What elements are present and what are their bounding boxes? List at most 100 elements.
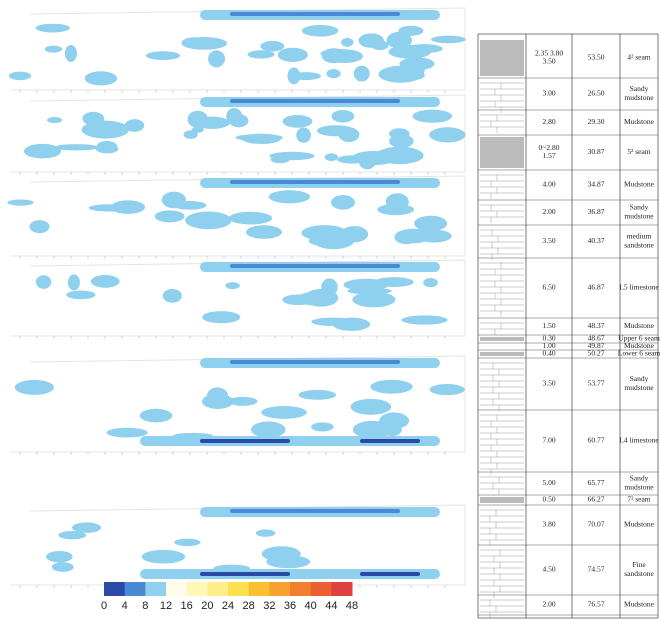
colorbar-segment <box>186 582 208 596</box>
lithology: 7² seam <box>627 495 650 504</box>
lithology: Fine <box>632 560 646 569</box>
contour-blob <box>28 388 48 395</box>
colorbar-segment <box>248 582 270 596</box>
thickness: 0~2.80 <box>539 143 560 152</box>
contour-blob <box>371 40 389 51</box>
contour-blob <box>311 422 334 432</box>
colorbar-label: 12 <box>160 600 172 612</box>
contour-slice <box>10 504 466 588</box>
thickness: 6.50 <box>542 283 555 292</box>
coal-fill <box>480 352 524 356</box>
contour-blob <box>228 211 273 225</box>
contour-blob <box>106 427 148 438</box>
lithology: mudstone <box>624 483 654 492</box>
contour-blob <box>401 315 448 325</box>
colorbar-segment <box>269 582 291 596</box>
contour-blob <box>350 398 392 415</box>
contour-blob <box>429 383 465 396</box>
colorbar-label: 24 <box>222 600 234 612</box>
lithology: 4² seam <box>627 53 650 62</box>
colorbar-segment <box>166 582 188 596</box>
contour-blob <box>316 125 356 137</box>
lithology: L5 limestone <box>619 283 659 292</box>
contour-blob <box>82 111 105 126</box>
contour-blob <box>145 51 181 61</box>
colorbar-segment <box>145 582 167 596</box>
depth: 40.37 <box>588 236 605 245</box>
contour-blob <box>270 155 290 164</box>
contour-blob <box>268 190 311 204</box>
lithology: medium <box>627 232 652 241</box>
contour-blob <box>353 65 370 82</box>
contour-blob <box>352 291 396 308</box>
contour-slice <box>8 7 466 93</box>
coal-fill <box>480 137 524 168</box>
contour-blob <box>370 379 413 394</box>
contour-blob <box>7 199 34 206</box>
depth: 48.67 <box>588 334 605 343</box>
colorbar-label: 0 <box>101 600 107 612</box>
colorbar-segment <box>207 582 229 596</box>
contour-slice <box>10 94 466 175</box>
depth: 29.30 <box>588 117 605 126</box>
contour-blob <box>287 67 301 85</box>
contour-blob <box>412 109 453 123</box>
depth: 60.77 <box>588 436 605 445</box>
lithology: Mudstone <box>624 520 655 529</box>
contour-blob <box>201 393 234 409</box>
depth: 53.77 <box>588 379 605 388</box>
contour-blob <box>110 200 146 214</box>
contour-blob <box>58 530 87 540</box>
contour-blob <box>261 406 307 419</box>
colorbar-segment <box>124 582 146 596</box>
contour-blob <box>124 119 145 132</box>
contour-blob <box>51 562 74 572</box>
colorbar-label: 44 <box>325 600 337 612</box>
colorbar-segment <box>228 582 250 596</box>
lithology: Sandy <box>630 374 649 383</box>
lithology: sandstone <box>624 569 654 578</box>
contour-blob <box>324 153 339 162</box>
colorbar-label: 48 <box>346 600 358 612</box>
contour-blob <box>72 522 102 533</box>
colorbar-label: 28 <box>243 600 255 612</box>
contour-blob <box>414 215 448 232</box>
contour-blob <box>430 35 466 44</box>
top-band-core <box>230 99 400 103</box>
coal-fill <box>480 40 524 76</box>
contour-blob <box>357 280 373 296</box>
contour-blob <box>260 40 285 52</box>
thickness: 0.30 <box>542 334 555 343</box>
depth: 34.87 <box>588 180 605 189</box>
contour-blob <box>382 423 402 437</box>
colorbar-label: 32 <box>263 600 275 612</box>
contour-blob <box>173 200 207 210</box>
contour-blob <box>246 225 282 239</box>
contour-blob <box>66 290 96 300</box>
contour-blob <box>352 420 393 439</box>
contour-blob <box>227 396 258 406</box>
contour-blob <box>255 529 276 537</box>
contour-blob <box>374 277 414 287</box>
contour-blob <box>90 275 120 288</box>
lithology: Mudstone <box>624 180 655 189</box>
contour-blob <box>394 230 419 245</box>
depth: 46.87 <box>588 283 605 292</box>
top-band-core <box>230 12 400 16</box>
colorbar-segment <box>104 582 126 596</box>
contour-blob <box>174 538 201 547</box>
contour-blob <box>386 31 413 49</box>
colorbar-label: 8 <box>142 600 148 612</box>
contour-blob <box>8 71 32 81</box>
depth: 49.87 <box>588 341 605 350</box>
thickness: 3.50 <box>542 236 555 245</box>
contour-blob <box>154 210 185 223</box>
contour-blob <box>35 275 52 289</box>
contour-blob <box>266 555 311 569</box>
thickness: 3.80 <box>542 520 555 529</box>
lithology: sandstone <box>624 241 654 250</box>
contour-blob <box>235 134 284 142</box>
contour-blob <box>331 195 355 210</box>
colorbar-segment <box>290 582 312 596</box>
thickness: 1.50 <box>542 321 555 330</box>
